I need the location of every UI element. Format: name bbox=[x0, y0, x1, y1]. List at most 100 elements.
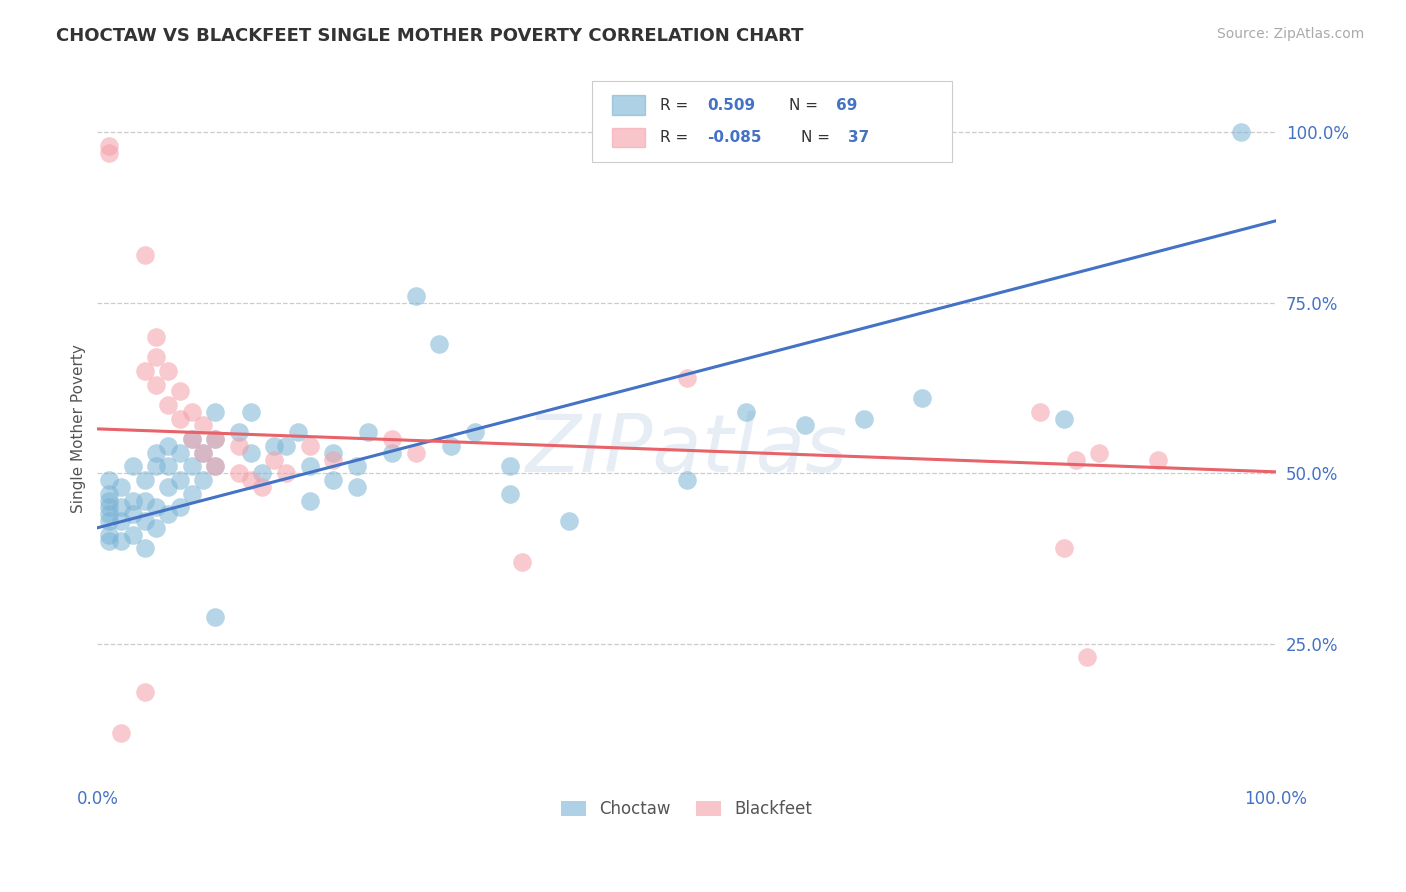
Point bbox=[121, 493, 143, 508]
Point bbox=[145, 521, 167, 535]
Point bbox=[381, 432, 404, 446]
Point bbox=[98, 500, 121, 515]
Point bbox=[322, 452, 344, 467]
Point bbox=[110, 514, 132, 528]
Text: CHOCTAW VS BLACKFEET SINGLE MOTHER POVERTY CORRELATION CHART: CHOCTAW VS BLACKFEET SINGLE MOTHER POVER… bbox=[56, 27, 804, 45]
Point bbox=[121, 527, 143, 541]
Point bbox=[121, 507, 143, 521]
Text: 0.509: 0.509 bbox=[707, 97, 755, 112]
Point bbox=[1064, 452, 1087, 467]
Point bbox=[145, 330, 167, 344]
Point bbox=[110, 534, 132, 549]
Point bbox=[298, 459, 321, 474]
Point bbox=[98, 493, 121, 508]
Point bbox=[675, 473, 697, 487]
Text: N =: N = bbox=[789, 97, 823, 112]
Point bbox=[134, 493, 156, 508]
Point bbox=[263, 452, 285, 467]
Point bbox=[98, 507, 121, 521]
Point bbox=[145, 446, 167, 460]
Text: ZIPatlas: ZIPatlas bbox=[526, 411, 848, 489]
Point bbox=[193, 446, 215, 460]
Bar bbox=[613, 128, 645, 147]
Text: R =: R = bbox=[659, 130, 693, 145]
Point bbox=[98, 473, 121, 487]
FancyBboxPatch shape bbox=[592, 81, 952, 161]
Point bbox=[98, 534, 121, 549]
Point bbox=[499, 486, 522, 500]
Point bbox=[239, 473, 262, 487]
Text: R =: R = bbox=[659, 97, 693, 112]
Point bbox=[911, 391, 934, 405]
Point bbox=[1029, 405, 1052, 419]
Point bbox=[204, 432, 226, 446]
Point bbox=[228, 467, 250, 481]
Text: Source: ZipAtlas.com: Source: ZipAtlas.com bbox=[1216, 27, 1364, 41]
Point bbox=[134, 473, 156, 487]
Point bbox=[793, 418, 815, 433]
Point bbox=[157, 480, 180, 494]
Point bbox=[405, 289, 427, 303]
Point bbox=[357, 425, 380, 440]
Y-axis label: Single Mother Poverty: Single Mother Poverty bbox=[72, 344, 86, 513]
Point bbox=[110, 725, 132, 739]
Point bbox=[274, 439, 297, 453]
Point bbox=[180, 459, 202, 474]
Point bbox=[98, 138, 121, 153]
Point bbox=[252, 467, 274, 481]
Point bbox=[204, 405, 226, 419]
Point bbox=[239, 446, 262, 460]
Point bbox=[287, 425, 309, 440]
Point bbox=[169, 446, 191, 460]
Point bbox=[204, 432, 226, 446]
Point bbox=[98, 486, 121, 500]
Point bbox=[322, 446, 344, 460]
Point bbox=[1088, 446, 1111, 460]
Point bbox=[145, 350, 167, 364]
Point bbox=[322, 473, 344, 487]
Point bbox=[157, 459, 180, 474]
Point bbox=[121, 459, 143, 474]
Point bbox=[204, 609, 226, 624]
Point bbox=[204, 459, 226, 474]
Point bbox=[110, 500, 132, 515]
Point bbox=[134, 684, 156, 698]
Point bbox=[145, 500, 167, 515]
Point bbox=[228, 425, 250, 440]
Text: -0.085: -0.085 bbox=[707, 130, 761, 145]
Point bbox=[169, 411, 191, 425]
Bar bbox=[613, 95, 645, 115]
Point bbox=[252, 480, 274, 494]
Point bbox=[169, 500, 191, 515]
Point bbox=[134, 514, 156, 528]
Point bbox=[558, 514, 581, 528]
Point bbox=[157, 507, 180, 521]
Point bbox=[134, 541, 156, 556]
Point bbox=[440, 439, 463, 453]
Point bbox=[510, 555, 533, 569]
Point bbox=[1076, 650, 1098, 665]
Point bbox=[169, 384, 191, 399]
Point bbox=[180, 432, 202, 446]
Point bbox=[464, 425, 486, 440]
Point bbox=[298, 439, 321, 453]
Point bbox=[134, 364, 156, 378]
Point bbox=[145, 377, 167, 392]
Point bbox=[675, 370, 697, 384]
Point bbox=[169, 473, 191, 487]
Point bbox=[193, 446, 215, 460]
Point bbox=[1053, 411, 1076, 425]
Text: 37: 37 bbox=[848, 130, 869, 145]
Point bbox=[381, 446, 404, 460]
Point bbox=[180, 486, 202, 500]
Point bbox=[734, 405, 756, 419]
Point bbox=[346, 459, 368, 474]
Point bbox=[180, 405, 202, 419]
Point bbox=[204, 459, 226, 474]
Point bbox=[157, 364, 180, 378]
Point bbox=[1229, 125, 1251, 139]
Point bbox=[134, 248, 156, 262]
Point bbox=[427, 336, 450, 351]
Point bbox=[98, 514, 121, 528]
Point bbox=[193, 418, 215, 433]
